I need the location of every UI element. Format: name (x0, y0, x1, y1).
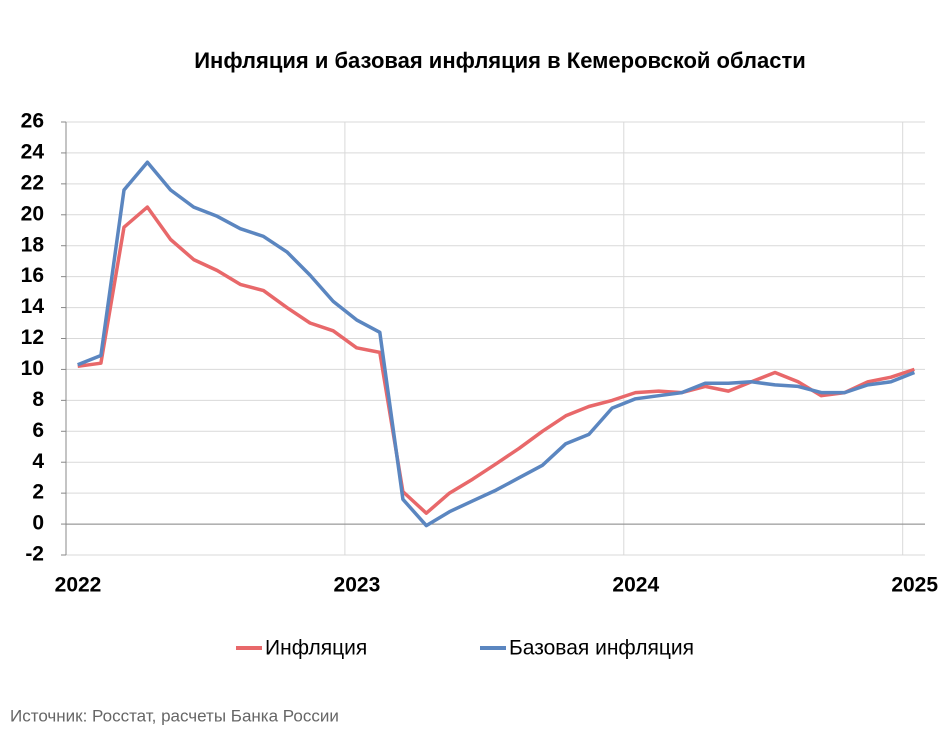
x-tick-label: 2022 (55, 574, 102, 597)
legend-label: Инфляция (265, 637, 367, 660)
y-tick-label: 8 (32, 388, 44, 411)
x-tick-label: 2023 (334, 574, 381, 597)
y-tick-label: 24 (21, 140, 45, 163)
line-series (77, 160, 916, 528)
y-tick-label: 12 (21, 326, 44, 349)
y-tick-label: 16 (21, 264, 44, 287)
chart-title: Инфляция и базовая инфляция в Кемеровско… (194, 48, 806, 73)
y-tick-label: -2 (25, 543, 44, 566)
y-tick-label: 22 (21, 171, 44, 194)
x-tick-label: 2025 (891, 574, 938, 597)
y-tick-label: 2 (32, 481, 44, 504)
source: Источник: Росстат, расчеты Банка России (10, 706, 339, 725)
y-tick-label: 6 (32, 419, 44, 442)
y-tick-label: 14 (21, 295, 45, 318)
y-tick-label: 18 (21, 233, 45, 256)
y-tick-label: 26 (21, 110, 44, 133)
y-tick-label: 0 (32, 512, 44, 535)
x-tick-label: 2024 (612, 574, 659, 597)
y-tick-label: 10 (21, 357, 44, 380)
legend-label: Базовая инфляция (509, 637, 694, 660)
y-tick-label: 20 (21, 202, 44, 225)
line-series (77, 205, 915, 515)
y-tick-label: 4 (32, 450, 44, 473)
